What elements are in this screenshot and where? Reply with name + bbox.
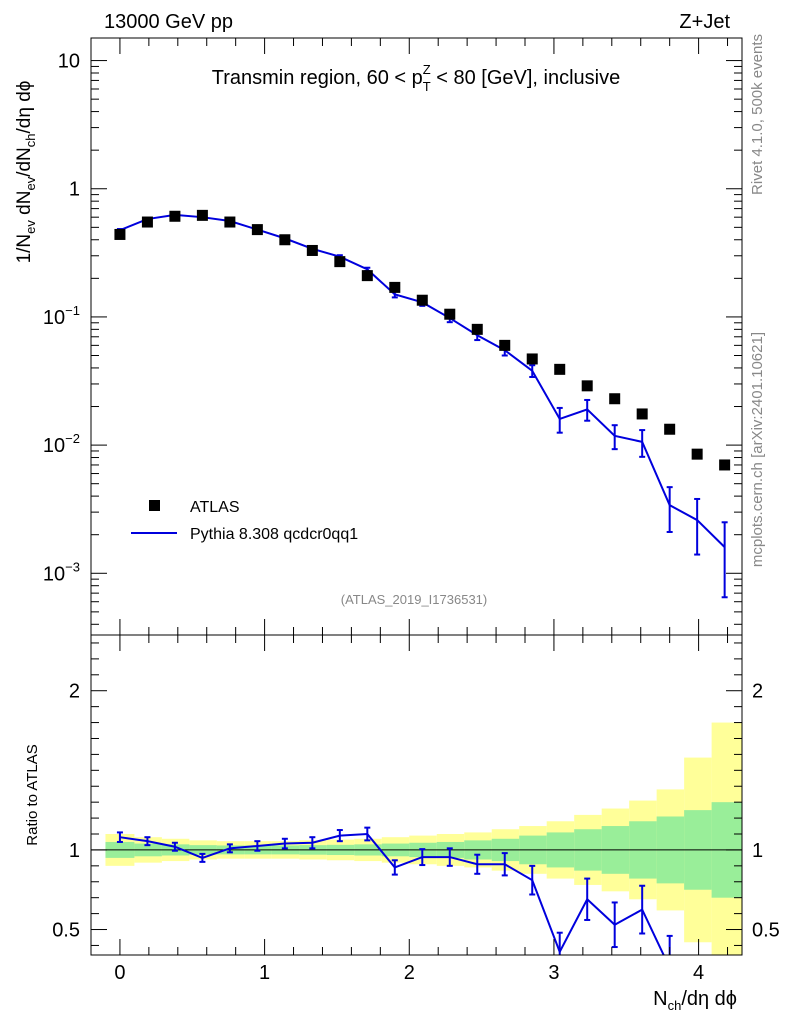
ratio-y-tick-labels: 0.5 0.5 1 1 2 2 — [52, 681, 780, 942]
data-point — [279, 234, 291, 246]
data-point — [664, 423, 676, 435]
rivet-label: Rivet 4.1.0, 500k events — [749, 34, 766, 195]
x-tick-label: 4 — [693, 962, 704, 984]
title-superscript: Z — [423, 62, 431, 77]
data-point — [224, 216, 236, 228]
ratio-frame — [90, 634, 743, 956]
data-point — [526, 353, 538, 365]
ratio-y-tick-label: 1 — [69, 840, 80, 862]
ratio-ticks — [90, 635, 742, 955]
data-point — [471, 323, 483, 335]
legend-data-label: ATLAS — [190, 499, 240, 516]
ratio-y-tick-label-right: 1 — [752, 840, 763, 862]
x-tick-label: 1 — [259, 962, 270, 984]
data-point — [334, 256, 346, 268]
analysis-id: (ATLAS_2019_I1736531) — [341, 592, 487, 607]
main-panel: 10−3 10−2 10−1 1 10 — [43, 37, 743, 636]
x-tick-label: 0 — [114, 962, 125, 984]
data-point — [306, 244, 318, 256]
data-point — [196, 209, 208, 221]
x-tick-label: 3 — [548, 962, 559, 984]
energy-label: 13000 GeV pp — [104, 11, 233, 33]
data-point — [554, 363, 566, 375]
source-label: mcplots.cern.ch [arXiv:2401.10621] — [749, 332, 766, 567]
main-y-tick-label: 10 — [58, 51, 80, 73]
data-point — [719, 459, 731, 471]
legend: ATLAS Pythia 8.308 qcdcr0qq1 — [131, 499, 358, 543]
data-point — [169, 210, 181, 222]
data-point — [609, 393, 621, 405]
data-point — [114, 228, 126, 240]
data-point — [581, 380, 593, 392]
x-tick-labels: 0 1 2 3 4 — [114, 962, 704, 984]
ratio-y-tick-label: 2 — [69, 681, 80, 703]
legend-data-marker — [149, 500, 160, 511]
ratio-y-tick-label-right: 2 — [752, 681, 763, 703]
data-point — [636, 408, 648, 420]
main-y-tick-labels: 10−3 10−2 10−1 1 10 — [43, 51, 80, 586]
data-series — [114, 209, 731, 471]
main-y-tick-label: 10−3 — [43, 559, 80, 585]
mc-line — [119, 213, 726, 548]
data-point — [251, 224, 263, 236]
main-y-axis-label: 1/Nev dNev/dNch/dη dϕ — [14, 81, 38, 264]
ratio-y-tick-label: 0.5 — [52, 920, 80, 942]
ratio-mc-series — [116, 826, 673, 955]
data-point — [416, 294, 428, 306]
process-label: Z+Jet — [679, 11, 730, 33]
main-y-tick-label: 10−1 — [43, 303, 80, 329]
data-point — [444, 308, 456, 320]
x-axis-label: Nch/dη dϕ — [653, 988, 737, 1013]
main-frame — [90, 37, 743, 636]
data-point — [691, 448, 703, 460]
legend-mc-label: Pythia 8.308 qcdcr0qq1 — [190, 526, 358, 543]
ratio-y-tick-label-right: 0.5 — [752, 920, 780, 942]
data-point — [389, 281, 401, 293]
main-y-tick-label: 1 — [69, 179, 80, 201]
data-point — [361, 270, 373, 282]
data-point — [499, 339, 511, 351]
main-y-tick-label: 10−2 — [43, 431, 80, 457]
ratio-panel: 0.5 0.5 1 1 2 2 0 1 2 3 4 — [52, 634, 780, 984]
plot-title: Transmin region, 60 < pZ T < 80 [GeV], in… — [212, 62, 621, 94]
data-point — [141, 216, 153, 228]
main-ticks — [90, 38, 742, 635]
ratio-y-axis-label: Ratio to ATLAS — [24, 744, 41, 845]
title-subscript: T — [423, 79, 431, 94]
x-tick-label: 2 — [404, 962, 415, 984]
